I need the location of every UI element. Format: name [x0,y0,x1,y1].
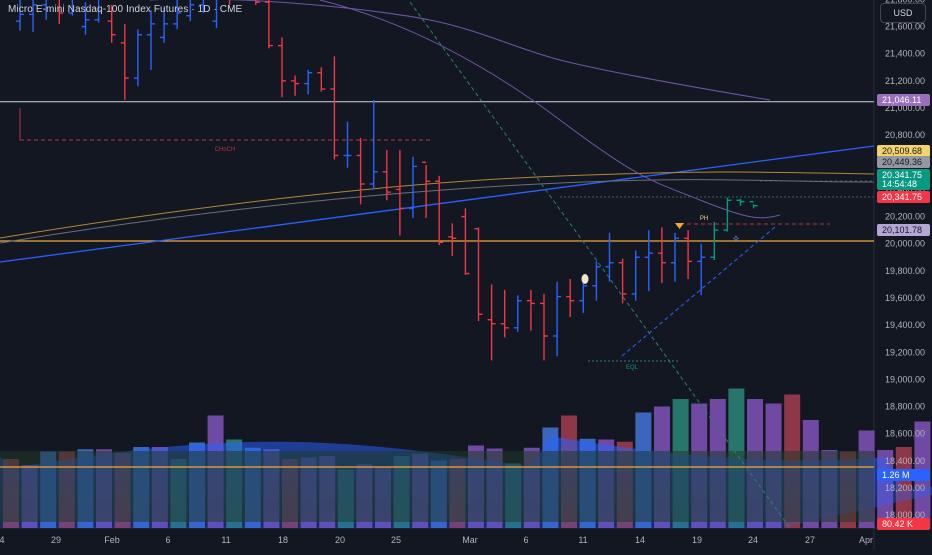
price-label-bg [877,469,930,481]
currency-button[interactable]: USD [880,3,926,23]
ma-100 [0,179,875,244]
trendline-blue [0,145,875,263]
time-tick-label: 6 [165,535,170,545]
ph-marker [675,223,684,229]
time-tick-label: 11 [578,535,587,545]
time-tick-label: Feb [104,535,120,545]
price-label-bg [877,518,930,530]
price-label: 14:54:48 [882,179,917,189]
price-label: 20,449.36 [882,157,922,167]
volume-zone [0,451,874,522]
ma-50 [150,0,771,101]
price-label: 20,101.78 [882,225,922,235]
time-tick-label: Apr [859,535,873,545]
price-label: 21,046.11 [882,95,921,105]
price-tick-label: 19,800.00 [885,266,925,276]
time-tick-label: 29 [51,535,61,545]
price-label-bg [877,224,930,236]
price-tick-label: 20,200.00 [885,212,925,222]
ma-20 [319,0,781,219]
annotation-layer: CHoCH PH EQL ✧ [215,147,741,371]
price-tick-label: 19,600.00 [885,293,925,303]
price-label: 80.42 K [882,519,913,529]
price-tick-label: 19,200.00 [885,347,925,357]
price-label: 1.26 M [882,470,910,480]
annotation-choch: CHoCH [215,147,236,153]
egg-marker [581,274,589,284]
price-label-bg [877,178,930,190]
price-label: 20,341.75 [882,192,922,202]
time-axis-bg[interactable] [0,528,932,550]
overlay-layer [0,0,875,529]
price-tick-label: 19,400.00 [885,320,925,330]
time-tick-label: 11 [221,535,230,545]
price-tick-label: 18,600.00 [885,429,925,439]
price-label-bg [877,145,930,157]
time-tick-label: 19 [692,535,702,545]
ma-200 [0,171,875,239]
time-tick-label: 25 [391,535,401,545]
price-label-bg [877,156,930,168]
time-tick-label: 27 [805,535,815,545]
price-tick-label: 21,800.00 [885,0,925,4]
price-tick-label: 18,400.00 [885,456,925,466]
symbol-title[interactable]: Micro E-mini Nasdaq-100 Index Futures · … [8,4,243,15]
price-label: 20,341.75 [882,170,922,180]
trendline-down [409,1,791,529]
time-tick-label: 18 [278,535,288,545]
time-tick-label: 20 [335,535,345,545]
price-label-bg [877,191,930,203]
candle-layer [16,0,758,361]
time-tick-label: 14 [635,535,645,545]
butterfly-marker: ✧ [732,234,740,245]
time-tick-label: 4 [0,535,5,545]
trendline-up [621,226,776,357]
price-tick-label: 21,400.00 [885,49,925,59]
volume-bar [895,447,912,528]
price-label-bg [877,94,930,106]
price-tick-label: 21,000.00 [885,103,925,113]
price-tick-label: 21,200.00 [885,76,925,86]
price-tick-label: 18,200.00 [885,483,925,493]
annotation-ph: PH [700,216,708,222]
price-label-layer: 21,046.1120,509.6820,449.3620,341.7514:5… [877,94,930,530]
price-tick-label: 20,800.00 [885,130,925,140]
time-tick-label: 24 [748,535,758,545]
price-label: 20,509.68 [882,146,922,156]
price-tick-label: 18,800.00 [885,402,925,412]
price-tick-label: 20,000.00 [885,239,925,249]
time-tick-label: 6 [523,535,528,545]
time-tick-label: Mar [462,535,478,545]
price-tick-label: 18,000.00 [885,510,925,520]
price-tick-label: 19,000.00 [885,374,925,384]
annotation-eql: EQL [626,365,639,371]
price-tick-label: 21,600.00 [885,22,925,32]
